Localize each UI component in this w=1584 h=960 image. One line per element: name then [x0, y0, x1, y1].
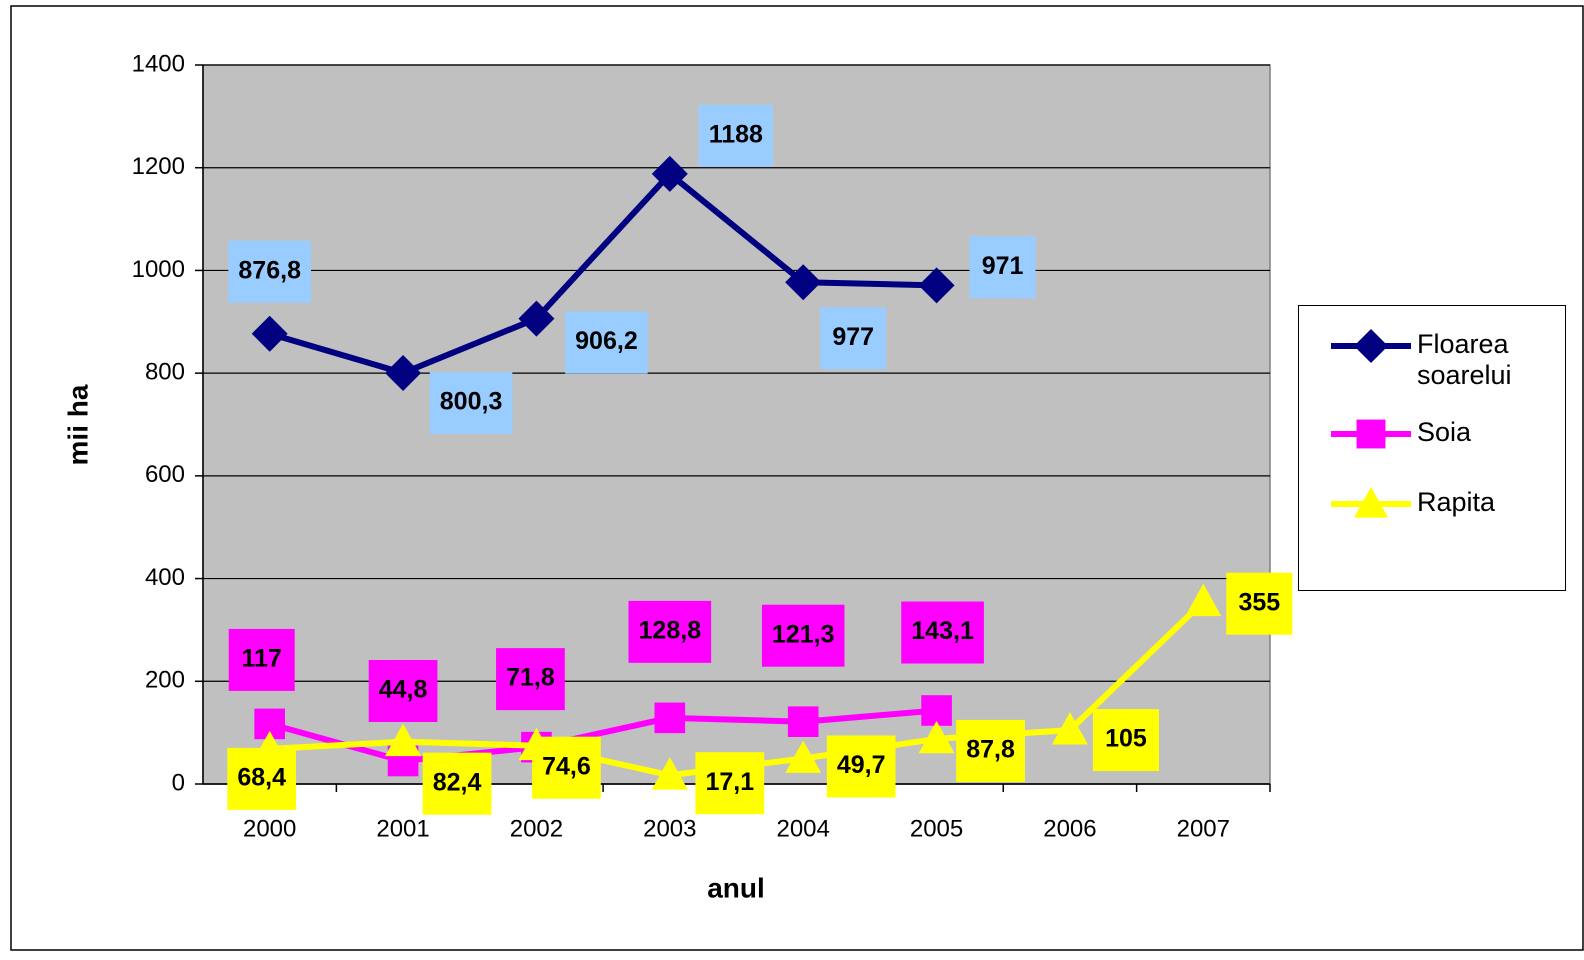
legend-symbol [1331, 419, 1411, 449]
x-axis-title: anul [707, 872, 765, 903]
data-label: 87,8 [966, 736, 1015, 764]
legend-item: Rapita [1329, 484, 1559, 524]
data-label-box [969, 236, 1036, 299]
x-tick-label: 2002 [510, 815, 563, 842]
data-label-box [826, 735, 896, 798]
data-label-box [228, 240, 312, 303]
data-label: 971 [982, 252, 1024, 280]
data-label-box [368, 659, 438, 722]
plot-area [202, 64, 1271, 785]
data-label: 128,8 [639, 616, 702, 644]
point [785, 264, 822, 301]
point [785, 740, 822, 773]
data-label-box [1092, 709, 1159, 772]
data-label: 44,8 [379, 676, 428, 704]
data-label: 105 [1105, 725, 1147, 753]
data-label-box [532, 736, 601, 799]
x-tick-label: 2001 [376, 815, 429, 842]
x-tick-label: 2005 [910, 815, 963, 842]
data-label: 800,3 [440, 388, 503, 416]
x-tick-label: 2003 [643, 815, 696, 842]
y-tick-label: 1000 [132, 256, 185, 283]
point [385, 723, 422, 757]
x-tick-label: 2004 [776, 815, 829, 842]
point [1354, 329, 1388, 363]
data-label: 68,4 [237, 763, 286, 791]
data-label-box [1226, 572, 1293, 635]
data-label-box [761, 604, 845, 667]
series-line [268, 170, 937, 376]
data-label: 17,1 [705, 768, 754, 796]
data-label: 906,2 [575, 327, 638, 355]
data-label: 117 [242, 645, 282, 673]
data-label-box [698, 104, 773, 167]
data-label-box [820, 307, 887, 370]
data-label-box [628, 600, 712, 663]
point [1185, 583, 1222, 617]
point [787, 706, 819, 738]
point [921, 695, 952, 726]
data-label: 74,6 [542, 752, 591, 780]
series: 68,4 82,4 74,6 17,1 49,7 87,8 105 355 [227, 572, 1293, 815]
data-label-box [695, 752, 765, 815]
point [518, 300, 555, 337]
data-label-box [496, 648, 565, 711]
y-tick-label: 200 [145, 667, 185, 694]
legend-label: Floarea soarelui [1417, 329, 1512, 390]
data-label: 876,8 [238, 256, 301, 284]
series: 876,8 800,3 906,2 1188 977 971 [228, 104, 1036, 434]
point [1051, 712, 1088, 745]
point [651, 155, 688, 192]
x-tick-label: 2006 [1043, 815, 1096, 842]
data-label-box [429, 371, 513, 434]
y-axis-title: mii ha [62, 384, 93, 465]
data-label: 71,8 [506, 664, 555, 692]
legend-item: Soia [1329, 414, 1559, 454]
y-tick-label: 400 [145, 564, 185, 591]
data-label: 1188 [709, 120, 763, 148]
data-label-box [956, 719, 1025, 782]
data-label-box [228, 628, 295, 691]
y-tick-label: 1200 [132, 153, 185, 180]
data-label: 82,4 [433, 768, 482, 796]
legend-item: Floarea soarelui [1329, 326, 1559, 391]
y-tick-label: 0 [172, 769, 185, 796]
x-tick-label: 2007 [1177, 815, 1230, 842]
point [918, 267, 955, 304]
legend: Floarea soarelui Soia Rapita [1298, 305, 1566, 591]
data-label: 355 [1238, 588, 1280, 616]
data-label-box [901, 601, 984, 664]
legend-symbol [1331, 329, 1411, 363]
y-tick-label: 600 [145, 461, 185, 488]
data-label: 121,3 [772, 620, 835, 648]
data-label: 977 [832, 323, 874, 351]
point [651, 757, 688, 790]
legend-label: Soia [1417, 417, 1472, 447]
y-tick-label: 800 [145, 358, 185, 385]
data-label-box [565, 311, 648, 374]
x-tick-label: 2000 [243, 815, 296, 842]
point [1354, 487, 1388, 518]
point [1356, 419, 1386, 449]
point [251, 315, 288, 352]
legend-symbol [1331, 487, 1411, 518]
legend-label: Rapita [1417, 487, 1496, 517]
data-label: 49,7 [837, 751, 886, 779]
point [385, 354, 422, 391]
data-label-box [422, 752, 492, 815]
point [918, 720, 955, 754]
point [654, 702, 686, 734]
y-tick-label: 1400 [132, 50, 185, 77]
data-label-box [227, 747, 297, 810]
series-line [268, 707, 937, 764]
data-label: 143,1 [911, 617, 974, 645]
